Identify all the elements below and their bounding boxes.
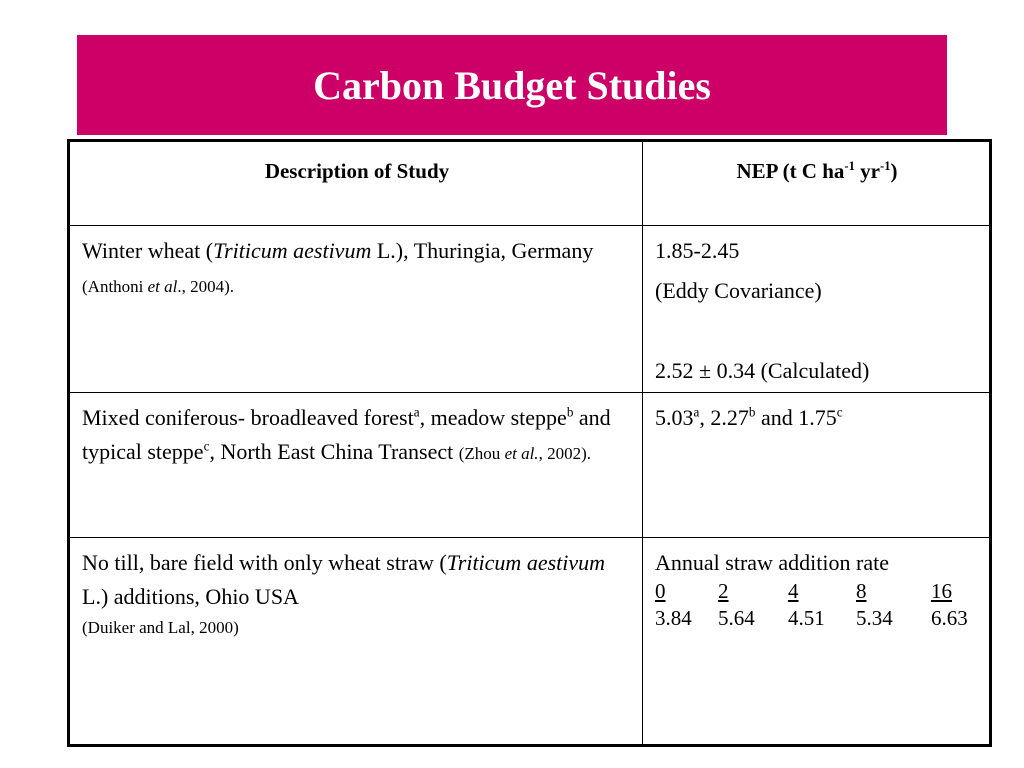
row2-nep: 5.03a, 2.27b and 1.75c (642, 392, 991, 538)
row2-description: Mixed coniferous- broadleaved foresta, m… (68, 392, 643, 538)
table-header-row: Description of Study NEP (t C ha-1 yr-1) (68, 140, 991, 226)
row2-citation: (Zhou et al., 2002). (458, 444, 591, 463)
title-banner: Carbon Budget Studies (77, 35, 947, 135)
row1-nep: 1.85-2.45 (Eddy Covariance) 2.52 ± 0.34 … (642, 225, 991, 393)
studies-table: Description of Study NEP (t C ha-1 yr-1)… (67, 139, 992, 747)
page-title: Carbon Budget Studies (313, 62, 711, 108)
row3-nep: Annual straw addition rate 0 2 4 8 16 3.84 5.… (642, 537, 991, 746)
table-row: Winter wheat (Triticum aestivum L.), Thu… (68, 225, 991, 393)
table-row: Mixed coniferous- broadleaved foresta, m… (68, 392, 991, 538)
header-nep: NEP (t C ha-1 yr-1) (642, 140, 991, 226)
header-description: Description of Study (68, 140, 643, 226)
table-row: No till, bare field with only wheat stra… (68, 537, 991, 746)
row3-citation: (Duiker and Lal, 2000) (82, 618, 239, 637)
row1-citation: (Anthoni et al., 2004). (82, 277, 235, 296)
row3-description: No till, bare field with only wheat stra… (68, 537, 643, 746)
nep-values: 3.84 5.64 4.51 5.34 6.63 (655, 606, 968, 630)
straw-rate-label: Annual straw addition rate (655, 550, 889, 575)
straw-rate-values: 0 2 4 8 16 (655, 579, 952, 603)
row1-description: Winter wheat (Triticum aestivum L.), Thu… (68, 225, 643, 393)
